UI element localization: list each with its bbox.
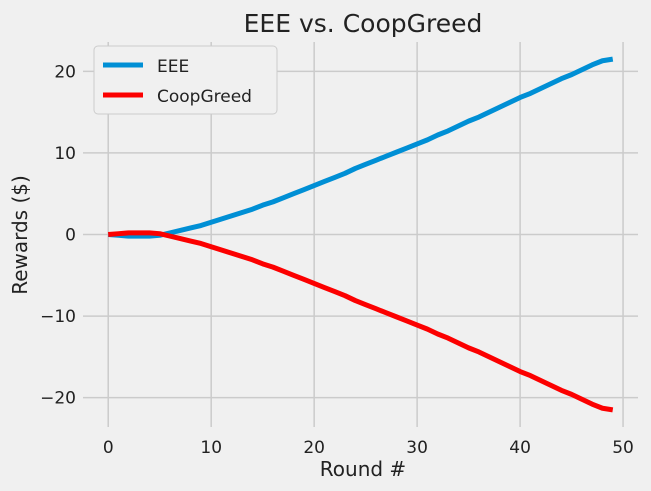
y-tick-label: −10 (40, 307, 76, 327)
series-line-coopgreed (108, 230, 614, 413)
y-tick-label: −20 (40, 389, 76, 409)
chart-title: EEE vs. CoopGreed (244, 9, 483, 38)
x-tick-label: 20 (303, 438, 325, 458)
x-tick-label: 40 (509, 438, 531, 458)
legend: EEE CoopGreed (93, 45, 278, 115)
series-lines (108, 56, 614, 413)
x-axis-title: Round # (320, 457, 406, 481)
y-tick-label: 20 (54, 62, 76, 82)
x-tick-label: 50 (612, 438, 634, 458)
legend-label-eee: EEE (157, 57, 189, 77)
x-tick-label: 10 (200, 438, 222, 458)
legend-label-coopgreed: CoopGreed (157, 87, 252, 107)
y-tick-label: 0 (65, 226, 76, 246)
tick-labels: 0 10 20 30 40 50 −20 −10 0 10 20 (40, 62, 634, 458)
y-axis-title: Rewards ($) (8, 175, 32, 295)
y-tick-label: 10 (54, 144, 76, 164)
x-tick-label: 30 (406, 438, 428, 458)
grid (83, 42, 638, 427)
x-tick-label: 0 (103, 438, 114, 458)
series-line-eee (108, 56, 614, 239)
